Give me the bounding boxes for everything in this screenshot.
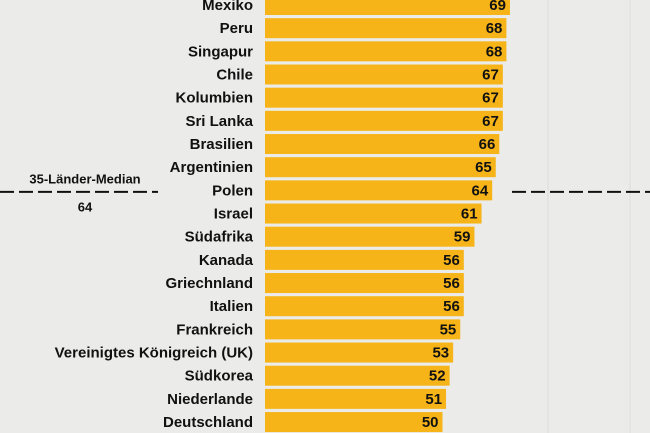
category-label: Israel	[214, 205, 253, 222]
value-label: 66	[479, 136, 496, 153]
category-label: Brasilien	[190, 136, 253, 153]
category-label: Mexiko	[202, 0, 253, 14]
bar	[265, 273, 464, 294]
category-label: Kanada	[199, 252, 254, 269]
category-label: Südkorea	[185, 368, 254, 385]
bar	[265, 180, 493, 201]
value-label: 51	[425, 391, 442, 408]
category-label: Peru	[220, 20, 253, 37]
category-label: Niederlande	[167, 391, 253, 408]
value-label: 50	[422, 414, 439, 431]
bar	[265, 87, 503, 108]
bar	[265, 342, 454, 363]
value-label: 68	[486, 20, 503, 37]
category-label: Griechnland	[165, 275, 253, 292]
value-label: 68	[486, 43, 503, 60]
category-label: Italien	[210, 298, 253, 315]
value-label: 56	[443, 275, 460, 292]
bar	[265, 18, 507, 39]
bar	[265, 134, 500, 155]
bar	[265, 157, 496, 178]
category-label: Singapur	[188, 43, 253, 60]
value-label: 65	[475, 159, 492, 176]
bar	[265, 203, 482, 224]
value-label: 61	[461, 205, 478, 222]
bar	[265, 41, 507, 62]
bar	[265, 64, 503, 85]
bar	[265, 319, 461, 340]
category-label: Vereinigtes Königreich (UK)	[55, 345, 253, 362]
value-label: 69	[489, 0, 506, 14]
bar	[265, 0, 510, 15]
value-label: 67	[482, 66, 499, 83]
category-label: Südafrika	[185, 229, 254, 246]
category-label: Polen	[212, 182, 253, 199]
bar	[265, 296, 464, 317]
value-label: 56	[443, 298, 460, 315]
value-label: 67	[482, 113, 499, 130]
bar	[265, 365, 450, 386]
category-label: Kolumbien	[176, 90, 254, 107]
median-label: 35-Länder-Median	[29, 171, 140, 186]
category-label: Sri Lanka	[185, 113, 253, 130]
bar	[265, 249, 464, 270]
value-label: 64	[472, 182, 489, 199]
value-label: 55	[440, 321, 457, 338]
value-label: 67	[482, 90, 499, 107]
bar	[265, 226, 475, 247]
bar	[265, 388, 447, 409]
category-label: Chile	[216, 66, 253, 83]
category-label: Deutschland	[163, 414, 253, 431]
bar	[265, 110, 503, 131]
median-value: 64	[78, 199, 93, 214]
value-label: 52	[429, 368, 446, 385]
category-label: Argentinien	[170, 159, 253, 176]
value-label: 53	[432, 345, 449, 362]
value-label: 59	[454, 229, 471, 246]
bar	[265, 412, 443, 433]
value-label: 56	[443, 252, 460, 269]
category-label: Frankreich	[176, 321, 253, 338]
